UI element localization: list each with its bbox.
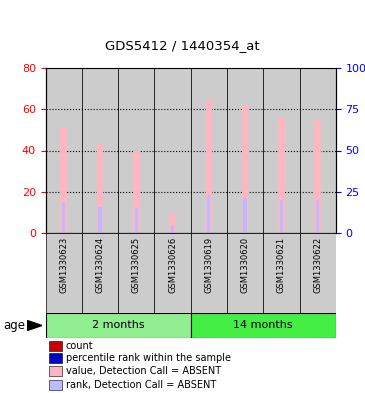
Bar [46, 68, 82, 233]
Text: age: age [4, 319, 26, 332]
Polygon shape [27, 321, 42, 331]
Bar [118, 68, 154, 233]
FancyBboxPatch shape [49, 353, 62, 364]
Bar [154, 68, 191, 233]
Text: rank, Detection Call = ABSENT: rank, Detection Call = ABSENT [66, 380, 216, 390]
Text: GSM1330625: GSM1330625 [132, 237, 141, 293]
Text: GSM1330621: GSM1330621 [277, 237, 286, 293]
FancyBboxPatch shape [263, 233, 300, 313]
Bar [171, 225, 174, 233]
Bar [207, 195, 211, 233]
FancyBboxPatch shape [227, 233, 263, 313]
Bar [263, 68, 300, 233]
Text: percentile rank within the sample: percentile rank within the sample [66, 353, 231, 364]
Bar [280, 200, 283, 233]
Bar [169, 215, 176, 233]
Bar [99, 207, 102, 233]
FancyBboxPatch shape [82, 233, 118, 313]
Text: GDS5412 / 1440354_at: GDS5412 / 1440354_at [105, 39, 260, 51]
Bar [82, 68, 118, 233]
FancyBboxPatch shape [191, 233, 227, 313]
FancyBboxPatch shape [300, 233, 336, 313]
Text: GSM1330620: GSM1330620 [241, 237, 250, 293]
FancyBboxPatch shape [46, 233, 82, 313]
FancyBboxPatch shape [49, 380, 62, 390]
Text: GSM1330623: GSM1330623 [59, 237, 68, 293]
FancyBboxPatch shape [49, 341, 62, 351]
Bar [242, 105, 249, 233]
Text: GSM1330622: GSM1330622 [313, 237, 322, 293]
Text: 14 months: 14 months [234, 321, 293, 331]
Bar [61, 128, 67, 233]
Bar [300, 68, 336, 233]
Text: 2 months: 2 months [92, 321, 145, 331]
Text: count: count [66, 341, 93, 351]
Bar [278, 118, 285, 233]
FancyBboxPatch shape [46, 313, 191, 338]
Text: GSM1330624: GSM1330624 [96, 237, 104, 293]
Bar [62, 202, 65, 233]
Bar [243, 198, 247, 233]
Text: GSM1330619: GSM1330619 [204, 237, 214, 293]
Bar [97, 144, 103, 233]
Bar [316, 200, 319, 233]
FancyBboxPatch shape [49, 365, 62, 376]
FancyBboxPatch shape [118, 233, 154, 313]
Bar [191, 68, 227, 233]
Text: GSM1330626: GSM1330626 [168, 237, 177, 293]
Bar [227, 68, 263, 233]
Bar [133, 151, 139, 233]
Bar [135, 208, 138, 233]
Text: value, Detection Call = ABSENT: value, Detection Call = ABSENT [66, 365, 221, 376]
FancyBboxPatch shape [191, 313, 336, 338]
Bar [205, 99, 212, 233]
Bar [314, 119, 321, 233]
FancyBboxPatch shape [154, 233, 191, 313]
